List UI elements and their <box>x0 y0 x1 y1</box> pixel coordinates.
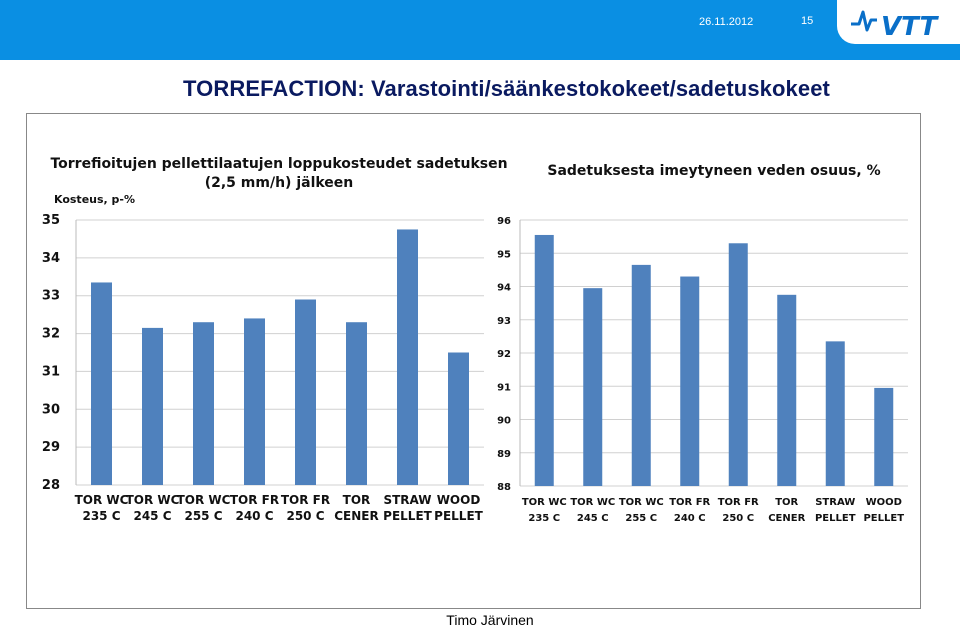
x-category-label: WOOD <box>437 493 481 507</box>
x-category-label: TOR WC <box>522 497 567 508</box>
bar <box>631 264 651 486</box>
header-bar <box>0 0 960 60</box>
y-tick-label: 89 <box>497 449 511 460</box>
bar <box>193 322 214 485</box>
logo-text: VTT <box>881 12 939 42</box>
chart-title: (2,5 mm/h) jälkeen <box>205 175 354 191</box>
x-category-label: TOR <box>343 493 371 507</box>
bar <box>142 327 163 485</box>
y-tick-label: 32 <box>42 327 60 342</box>
bar <box>448 352 469 485</box>
x-category-label: 235 C <box>82 509 120 523</box>
y-tick-label: 34 <box>42 251 60 266</box>
y-tick-label: 95 <box>497 249 511 260</box>
x-category-label: 250 C <box>722 513 754 524</box>
chart-frame <box>26 113 921 609</box>
footer: Timo Järvinen <box>0 612 960 628</box>
bar <box>583 288 603 486</box>
vtt-logo-graphic: VTT <box>851 10 939 42</box>
x-category-label: TOR WC <box>75 493 129 507</box>
x-category-label: 235 C <box>528 513 560 524</box>
bar <box>295 299 316 485</box>
x-category-label: 250 C <box>286 509 324 523</box>
bar <box>397 229 418 485</box>
footer-author: Timo Järvinen <box>446 612 534 628</box>
y-tick-label: 31 <box>42 364 60 379</box>
x-category-label: TOR FR <box>718 497 759 508</box>
x-category-label: STRAW <box>383 493 431 507</box>
x-category-label: TOR FR <box>669 497 710 508</box>
y-tick-label: 90 <box>497 416 511 427</box>
x-category-label: 240 C <box>674 513 706 524</box>
y-tick-label: 29 <box>42 440 60 455</box>
wave-mark-icon <box>851 10 877 32</box>
x-category-label: 240 C <box>235 509 273 523</box>
y-tick-label: 93 <box>497 316 511 327</box>
x-category-label: CENER <box>334 509 378 523</box>
x-category-label: PELLET <box>383 509 432 523</box>
y-tick-label: 94 <box>497 283 511 294</box>
x-category-label: 245 C <box>577 513 609 524</box>
x-category-label: 255 C <box>625 513 657 524</box>
bar <box>874 387 894 486</box>
bar <box>728 243 748 486</box>
x-category-label: 245 C <box>133 509 171 523</box>
y-tick-label: 88 <box>497 482 511 493</box>
x-category-label: TOR WC <box>619 497 664 508</box>
bar <box>777 294 797 486</box>
x-category-label: TOR WC <box>570 497 615 508</box>
bar <box>346 322 367 485</box>
bar <box>825 341 845 486</box>
y-tick-label: 35 <box>42 213 60 228</box>
y-tick-label: 96 <box>497 216 511 227</box>
chart-title: Torrefioitujen pellettilaatujen loppukos… <box>50 156 507 172</box>
bar <box>91 282 112 485</box>
x-category-label: TOR WC <box>177 493 231 507</box>
slide-title: TORREFACTION: Varastointi/säänkestokokee… <box>183 76 830 101</box>
bar <box>680 276 700 486</box>
slide-date: 26.11.2012 <box>699 16 754 28</box>
x-category-label: TOR FR <box>230 493 279 507</box>
x-category-label: 255 C <box>184 509 222 523</box>
y-axis-label: Kosteus, p-% <box>54 193 135 206</box>
vtt-logo: VTT <box>837 0 960 44</box>
x-category-label: TOR FR <box>281 493 330 507</box>
chart-title: Sadetuksesta imeytyneen veden osuus, % <box>547 163 880 179</box>
y-tick-label: 33 <box>42 289 60 304</box>
y-tick-label: 91 <box>497 382 511 393</box>
x-category-label: STRAW <box>815 497 855 508</box>
bar <box>534 234 554 486</box>
y-tick-label: 28 <box>42 478 60 493</box>
x-category-label: TOR <box>775 497 798 508</box>
x-category-label: PELLET <box>815 513 856 524</box>
slide-number: 15 <box>801 15 814 27</box>
x-category-label: PELLET <box>863 513 904 524</box>
x-category-label: WOOD <box>866 497 902 508</box>
bar <box>244 318 265 485</box>
x-category-label: PELLET <box>434 509 483 523</box>
x-category-label: TOR WC <box>126 493 180 507</box>
x-category-label: CENER <box>768 513 805 524</box>
y-tick-label: 92 <box>497 349 511 360</box>
y-tick-label: 30 <box>42 402 60 417</box>
